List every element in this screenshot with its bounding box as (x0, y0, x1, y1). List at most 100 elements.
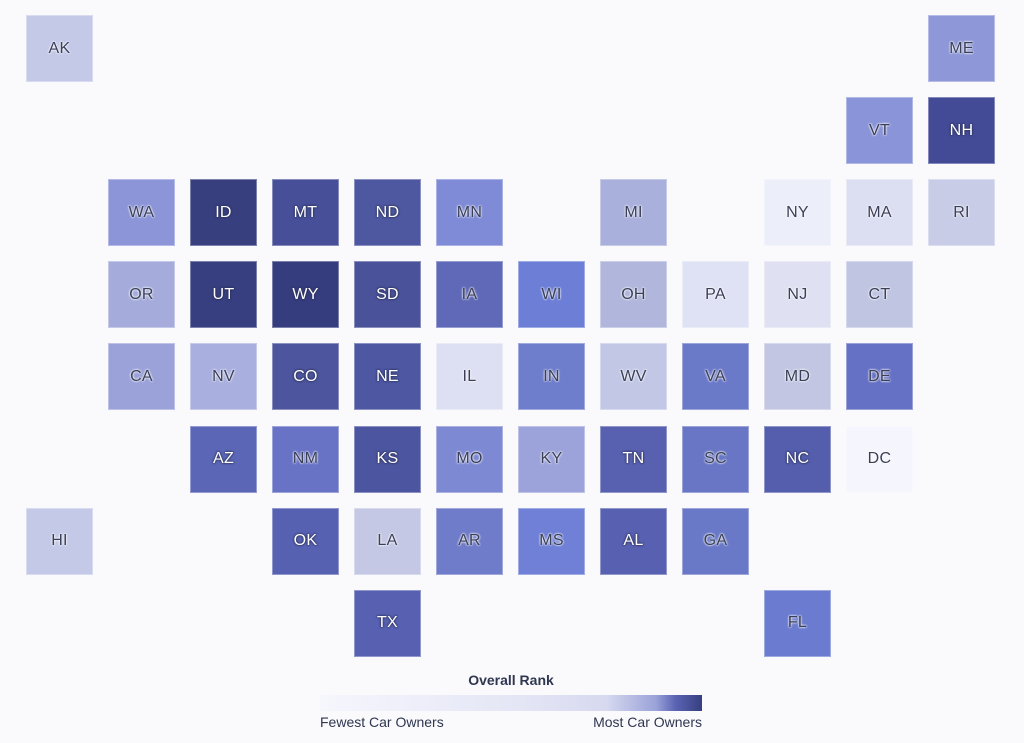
state-label: MS (539, 532, 564, 550)
state-tile-ky[interactable]: KY (518, 425, 585, 493)
state-tile-wi[interactable]: WI (518, 261, 585, 329)
state-tile-md[interactable]: MD (764, 343, 831, 411)
state-label: WA (128, 203, 155, 221)
state-tile-wa[interactable]: WA (108, 179, 175, 247)
state-label: DC (867, 450, 892, 467)
state-label: AZ (212, 450, 235, 467)
state-label: SD (376, 285, 399, 303)
state-tile-ia[interactable]: IA (436, 261, 503, 329)
state-label: AK (48, 39, 71, 57)
state-tile-or[interactable]: OR (108, 261, 175, 329)
state-label: OR (129, 285, 154, 303)
state-label: AR (458, 532, 481, 550)
state-tile-ms[interactable]: MS (518, 507, 585, 575)
state-label: MA (867, 203, 892, 221)
state-label: OH (621, 285, 646, 303)
state-tile-nd[interactable]: ND (354, 179, 421, 247)
state-tile-nv[interactable]: NV (190, 343, 257, 411)
state-label: VT (868, 121, 891, 139)
state-tile-vt[interactable]: VT (846, 97, 913, 165)
state-tile-ct[interactable]: CT (846, 261, 913, 329)
state-label: NM (292, 450, 319, 467)
state-label: KY (540, 450, 563, 467)
state-label: NH (949, 121, 974, 139)
state-tile-il[interactable]: IL (436, 343, 503, 411)
state-label: FL (787, 614, 808, 632)
state-tile-dc[interactable]: DC (846, 425, 913, 493)
state-label: GA (703, 532, 728, 550)
state-tile-ga[interactable]: GA (682, 507, 749, 575)
state-tile-co[interactable]: CO (272, 343, 339, 411)
state-tile-ak[interactable]: AK (26, 15, 93, 82)
state-tile-va[interactable]: VA (682, 343, 749, 411)
state-tile-ne[interactable]: NE (354, 343, 421, 411)
state-tile-mi[interactable]: MI (600, 179, 667, 247)
state-tile-tn[interactable]: TN (600, 425, 667, 493)
legend-gradient-bar (320, 695, 702, 711)
state-tile-ok[interactable]: OK (272, 507, 339, 575)
state-label: HI (51, 532, 68, 550)
state-label: IL (462, 367, 477, 385)
state-label: OK (293, 532, 318, 550)
state-label: DE (868, 367, 891, 385)
state-label: AL (623, 532, 644, 550)
state-tile-sc[interactable]: SC (682, 425, 749, 493)
state-tile-de[interactable]: DE (846, 343, 913, 411)
state-label: RI (953, 203, 970, 221)
state-tile-nc[interactable]: NC (764, 425, 831, 493)
state-label: MD (784, 367, 811, 385)
state-label: LA (377, 532, 398, 550)
state-tile-pa[interactable]: PA (682, 261, 749, 329)
state-tile-ny[interactable]: NY (764, 179, 831, 247)
state-tile-ri[interactable]: RI (928, 179, 995, 247)
state-tile-in[interactable]: IN (518, 343, 585, 411)
state-label: NY (786, 203, 809, 221)
state-tile-ma[interactable]: MA (846, 179, 913, 247)
state-label: ME (949, 39, 974, 57)
state-label: WI (541, 285, 562, 303)
state-tile-ar[interactable]: AR (436, 507, 503, 575)
state-tile-mn[interactable]: MN (436, 179, 503, 247)
state-tile-me[interactable]: ME (928, 15, 995, 82)
state-label: CT (868, 285, 891, 303)
state-tile-sd[interactable]: SD (354, 261, 421, 329)
state-tile-id[interactable]: ID (190, 179, 257, 247)
state-tile-hi[interactable]: HI (26, 507, 93, 575)
state-label: MI (624, 203, 643, 221)
state-label: TX (376, 614, 399, 632)
state-tile-la[interactable]: LA (354, 507, 421, 575)
state-label: WY (292, 285, 319, 303)
state-label: WV (620, 367, 647, 385)
state-tile-nh[interactable]: NH (928, 97, 995, 165)
state-label: VA (705, 367, 726, 385)
state-label: TN (622, 450, 645, 467)
state-tile-ut[interactable]: UT (190, 261, 257, 329)
state-tile-oh[interactable]: OH (600, 261, 667, 329)
state-tile-ks[interactable]: KS (354, 425, 421, 493)
state-label: MT (293, 203, 318, 221)
state-tile-mt[interactable]: MT (272, 179, 339, 247)
state-tile-tx[interactable]: TX (354, 589, 421, 657)
legend-title: Overall Rank (468, 672, 554, 688)
state-label: SC (704, 450, 727, 467)
state-label: NC (785, 450, 810, 467)
state-tile-ca[interactable]: CA (108, 343, 175, 411)
state-tile-wy[interactable]: WY (272, 261, 339, 329)
state-label: PA (705, 285, 726, 303)
state-tile-mo[interactable]: MO (436, 425, 503, 493)
state-label: CA (130, 367, 153, 385)
state-tile-wv[interactable]: WV (600, 343, 667, 411)
state-label: ID (215, 203, 232, 221)
legend-low-label: Fewest Car Owners (320, 714, 444, 730)
state-label: ND (375, 203, 400, 221)
state-label: NV (212, 367, 235, 385)
state-tile-nj[interactable]: NJ (764, 261, 831, 329)
state-label: IN (543, 367, 560, 385)
state-label: UT (212, 285, 235, 303)
state-tile-az[interactable]: AZ (190, 425, 257, 493)
state-label: MN (456, 203, 483, 221)
state-label: NE (376, 367, 399, 385)
state-tile-al[interactable]: AL (600, 507, 667, 575)
state-tile-fl[interactable]: FL (764, 589, 831, 657)
state-tile-nm[interactable]: NM (272, 425, 339, 493)
